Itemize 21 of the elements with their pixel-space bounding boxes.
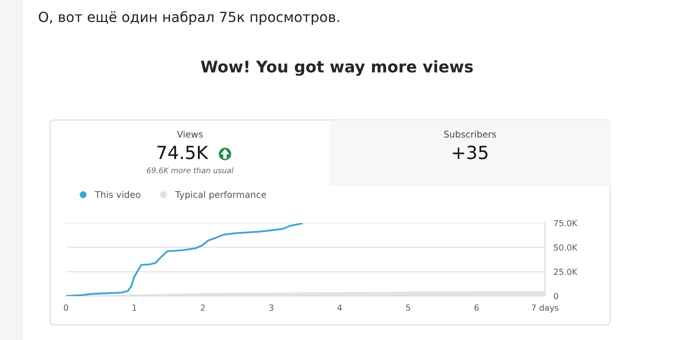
x-tick-label: 4 bbox=[337, 304, 342, 311]
legend-label: Typical performance bbox=[175, 190, 266, 200]
x-tick-label: 7 days bbox=[532, 304, 558, 312]
text: Subscribers bbox=[444, 130, 496, 138]
y-tick-label: 75.0K bbox=[554, 220, 578, 226]
legend-label: This video bbox=[94, 190, 140, 198]
x-tick-label: 5 bbox=[406, 304, 410, 311]
y-tick-label: 50.0K bbox=[554, 244, 578, 251]
chart-title: Wow! You got way more views bbox=[200, 60, 473, 76]
x-tick-label: 0 bbox=[64, 304, 68, 311]
text: Views bbox=[177, 130, 203, 138]
text: +35 bbox=[452, 146, 488, 160]
line-series bbox=[66, 223, 303, 296]
text: О, вот ещё один набрал 75к просмотров. bbox=[38, 11, 339, 25]
y-tick-label: 0 bbox=[554, 292, 558, 300]
x-tick-label: 1 bbox=[132, 304, 136, 311]
x-tick-label: 2 bbox=[200, 304, 205, 311]
text: 74.5K bbox=[157, 146, 208, 160]
x-tick-label: 3 bbox=[269, 304, 274, 311]
x-tick-label: 6 bbox=[474, 304, 479, 311]
y-tick-label: 25.0K bbox=[554, 268, 578, 275]
